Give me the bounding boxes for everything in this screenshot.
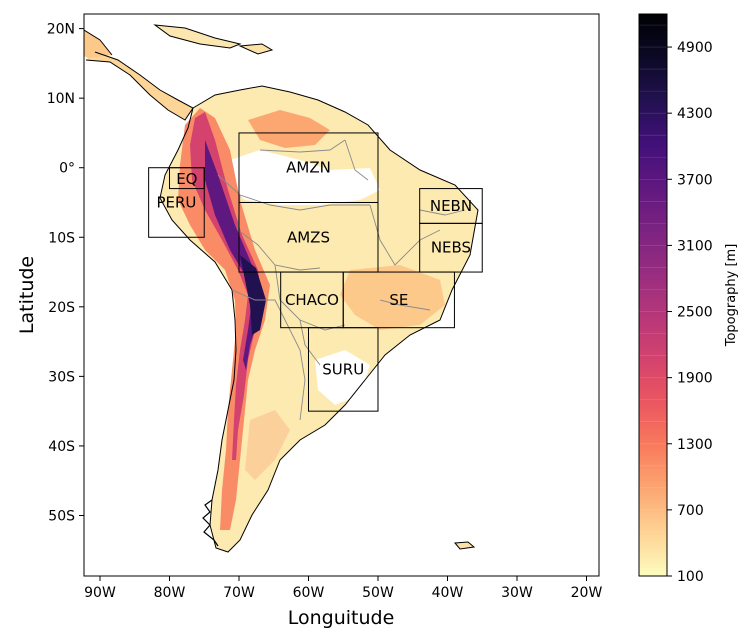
x-tick-label: 40W <box>432 585 464 601</box>
country-borders <box>217 139 466 421</box>
x-tick-label: 70W <box>223 585 255 601</box>
region-box-peru <box>148 167 205 238</box>
colorbar-tick-label: 3100 <box>677 238 713 254</box>
guiana-highlands <box>248 110 330 148</box>
y-tick-label: 20N <box>47 22 75 38</box>
y-tick-label: 10S <box>48 230 75 246</box>
coastline <box>159 85 479 553</box>
colorbar-frame <box>638 13 668 577</box>
y-tick-label: 30S <box>48 369 75 385</box>
region-label-amzs: AMZS <box>287 228 330 246</box>
colorbar-tick-label: 1300 <box>677 437 713 453</box>
colorbar-tick-label: 4900 <box>677 40 713 56</box>
region-label-nebs: NEBS <box>431 239 471 257</box>
colorbar-label: Topography [m] <box>724 244 739 348</box>
x-tick-label: 60W <box>293 585 325 601</box>
colorbar-tick-label: 2500 <box>677 305 713 321</box>
central-america-land <box>86 52 193 120</box>
region-boxes: AMZN AMZS EQ PERU NEBN NEBS CHACO SE SURU <box>148 132 483 412</box>
y-tick-label: 20S <box>48 300 75 316</box>
x-axis-ticks: 90W 80W 70W 60W 50W 40W 30W 20W <box>84 576 602 601</box>
cuba-island <box>155 25 240 48</box>
colorbar-ticks: 100 700 1300 1900 2500 3100 3700 4300 4900 <box>667 40 713 585</box>
caribbean-coast <box>84 24 476 550</box>
mexico-land <box>84 30 112 58</box>
andes-high <box>205 140 262 370</box>
colorbar-gradient <box>639 14 667 576</box>
region-label-suru: SURU <box>322 360 364 378</box>
colorbar-levels <box>639 24 667 555</box>
region-label-nebn: NEBN <box>430 197 472 215</box>
altiplano-peak <box>240 255 266 335</box>
colorbar-tick-label: 100 <box>677 569 704 585</box>
colorbar-tick-label: 1900 <box>677 371 713 387</box>
chile-fjords <box>202 499 219 547</box>
region-box-suru <box>307 327 379 412</box>
map-panel <box>83 13 600 577</box>
colorbar-tick-label: 3700 <box>677 172 713 188</box>
y-tick-label: 0° <box>59 161 75 177</box>
x-tick-label: 50W <box>362 585 394 601</box>
map-frame <box>83 13 600 577</box>
region-box-se <box>342 271 455 329</box>
andes-low <box>178 108 270 530</box>
region-label-se: SE <box>389 291 408 309</box>
colorbar: 100 700 1300 1900 2500 3100 3700 4300 4900 Topog… <box>638 13 739 585</box>
amazon-lowland <box>228 150 380 205</box>
colorbar-tick-label: 700 <box>677 503 704 519</box>
x-tick-label: 30W <box>501 585 533 601</box>
y-axis-title: Latitude <box>16 256 38 334</box>
x-axis-title: Longuitude <box>288 607 395 629</box>
region-label-eq: EQ <box>176 170 197 188</box>
hispaniola-island <box>240 44 272 54</box>
region-label-peru: PERU <box>156 193 196 211</box>
y-tick-label: 10N <box>47 91 75 107</box>
region-label-amzn: AMZN <box>286 159 331 177</box>
y-tick-label: 50S <box>48 508 75 524</box>
brazil-highlands <box>340 265 445 330</box>
andes-mid <box>190 112 262 460</box>
y-axis-ticks: 20N 10N 0° 10S 20S 30S 40S 50S <box>47 22 84 524</box>
central-america-coast <box>85 51 194 121</box>
x-tick-label: 20W <box>571 585 603 601</box>
region-label-chaco: CHACO <box>285 291 339 309</box>
y-tick-label: 40S <box>48 439 75 455</box>
x-tick-label: 90W <box>84 585 116 601</box>
x-tick-label: 80W <box>154 585 186 601</box>
colorbar-tick-label: 4300 <box>677 106 713 122</box>
patagonia-plateau <box>245 410 290 480</box>
